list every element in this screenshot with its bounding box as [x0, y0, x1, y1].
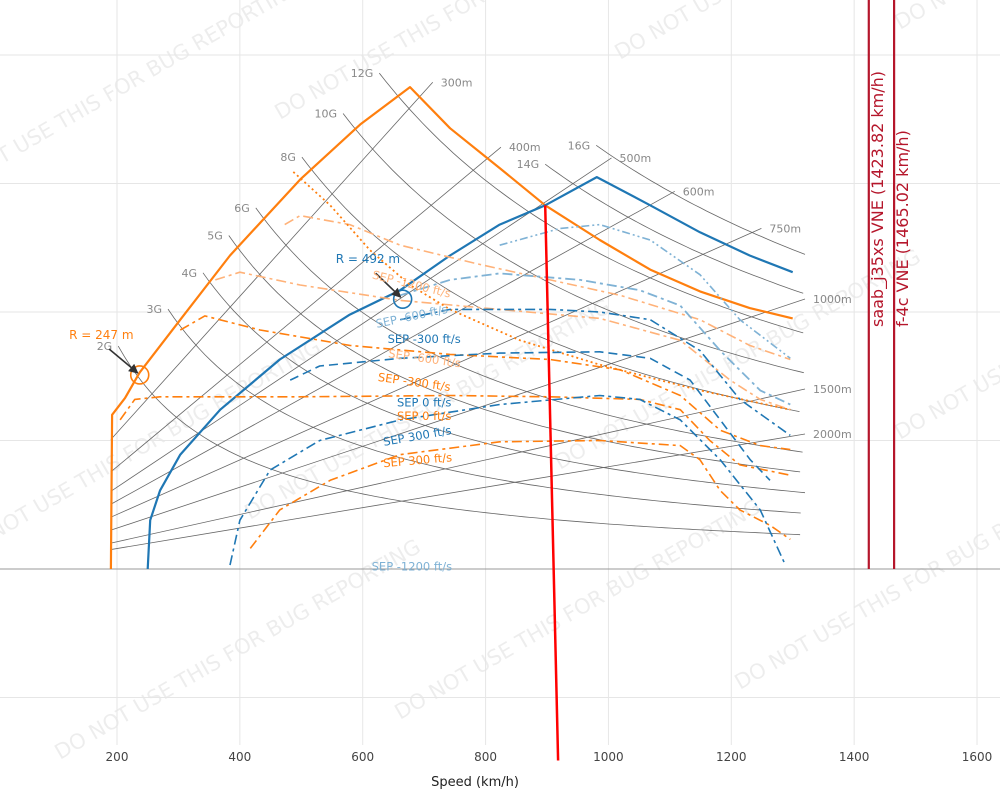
- orange-sep-minus-300: [179, 315, 791, 451]
- g-load-line: [255, 207, 803, 453]
- turn-radius-label: 1500m: [813, 383, 852, 396]
- turn-radius-line: [110, 190, 675, 505]
- watermark-text: DO NOT USE THIS FOR BUG REPORTING: [731, 464, 1000, 694]
- turn-radius-line: [110, 228, 762, 518]
- turn-radius-line: [110, 388, 806, 544]
- g-load-label: 14G: [517, 158, 540, 171]
- sep-label: SEP -300 ft/s: [388, 332, 461, 346]
- g-load-line: [202, 272, 806, 494]
- x-tick-label: 1400: [839, 750, 870, 764]
- blue-sep-0: [289, 350, 771, 481]
- x-tick-label: 1600: [962, 750, 993, 764]
- g-load-line: [117, 345, 801, 536]
- watermark-text: DO NOT USE THIS FOR BUG REPORTING: [0, 334, 325, 564]
- turn-radius-label: 300m: [441, 76, 473, 89]
- x-tick-label: 400: [228, 750, 251, 764]
- orange-sep-minus-600: [215, 271, 791, 411]
- turn-radius-label: 1000m: [813, 293, 852, 306]
- annotation-arrow: [375, 272, 402, 298]
- turn-radius-line: [110, 298, 806, 531]
- turn-radius-line: [110, 146, 502, 473]
- x-tick-label: 600: [351, 750, 374, 764]
- sep-label: SEP -600 ft/s: [374, 302, 448, 331]
- x-tick-label: 200: [106, 750, 129, 764]
- g-load-label: 5G: [207, 230, 223, 243]
- series-layer: [109, 0, 896, 761]
- orange-envelope: [109, 85, 793, 570]
- x-tick-label: 1200: [716, 750, 747, 764]
- turn-point-marker: [129, 365, 150, 385]
- turn-radius-label: 2000m: [813, 428, 852, 441]
- g-load-label: 16G: [568, 139, 591, 152]
- g-load-line: [301, 156, 800, 412]
- blue-envelope: [146, 176, 794, 570]
- turn-radius-label: 600m: [683, 185, 715, 198]
- blue-sep-minus-1200: [499, 223, 791, 359]
- g-load-label: 6G: [234, 202, 250, 215]
- g-load-line: [544, 163, 804, 294]
- watermark-text: DO NOT USE THIS FOR BUG REPORTING: [0, 0, 305, 204]
- x-axis-title: Speed (km/h): [431, 775, 519, 789]
- x-axis: 200 400 600 800 1000 1200 1400 1600: [106, 750, 993, 764]
- blue-sep-minus-600: [399, 272, 791, 406]
- orange-sep-0: [119, 394, 791, 476]
- red-line: [543, 205, 560, 761]
- turn-radius-label: 400m: [509, 141, 541, 154]
- sep-label: SEP -1200 ft/s: [372, 559, 452, 573]
- turn-radius-line: [110, 433, 806, 550]
- sep-label: SEP 300 ft/s: [383, 450, 453, 470]
- annotation-arrow: [108, 348, 139, 374]
- sep-label: SEP 0 ft/s: [397, 409, 451, 423]
- g-load-line: [595, 144, 806, 255]
- blue-sep-minus-300: [400, 308, 791, 437]
- turn-radius-line: [110, 81, 434, 440]
- annotation-label: R = 247 m: [69, 328, 133, 342]
- g-load-label: 2G: [97, 340, 113, 353]
- turn-radius-label: 500m: [620, 152, 652, 165]
- turn-point-marker: [392, 289, 413, 309]
- watermark-text: DO NOT USE THIS FOR BUG REPORTING: [271, 0, 645, 124]
- g-load-label: 10G: [315, 108, 338, 121]
- vne-label: f-4c VNE (1465.02 km/h): [893, 130, 912, 327]
- g-load-label: 12G: [351, 67, 374, 80]
- x-tick-label: 800: [474, 750, 497, 764]
- orange-sep-300: [249, 439, 791, 549]
- watermark-text: DO NOT USE THIS FOR BUG REPORTING: [391, 494, 765, 724]
- orange-sep-minus-1200: [284, 214, 791, 361]
- g-load-label: 3G: [146, 303, 162, 316]
- vne-label: saab_j35xs VNE (1423.82 km/h): [868, 71, 888, 327]
- annotation-label: R = 492 m: [336, 252, 400, 266]
- turn-radius-label: 750m: [769, 222, 801, 235]
- x-tick-label: 1000: [593, 750, 624, 764]
- sep-label: SEP 0 ft/s: [397, 395, 451, 409]
- watermark-text: DO NOT USE THIS FOR BUG REPORTING: [891, 0, 1000, 34]
- g-load-label: 8G: [280, 151, 296, 164]
- sep-label: SEP -300 ft/s: [377, 370, 451, 394]
- grid: [0, 0, 1000, 745]
- guide-lines: [110, 72, 806, 550]
- g-load-line: [167, 308, 801, 514]
- g-load-label: 4G: [181, 267, 197, 280]
- g-load-line: [342, 113, 804, 374]
